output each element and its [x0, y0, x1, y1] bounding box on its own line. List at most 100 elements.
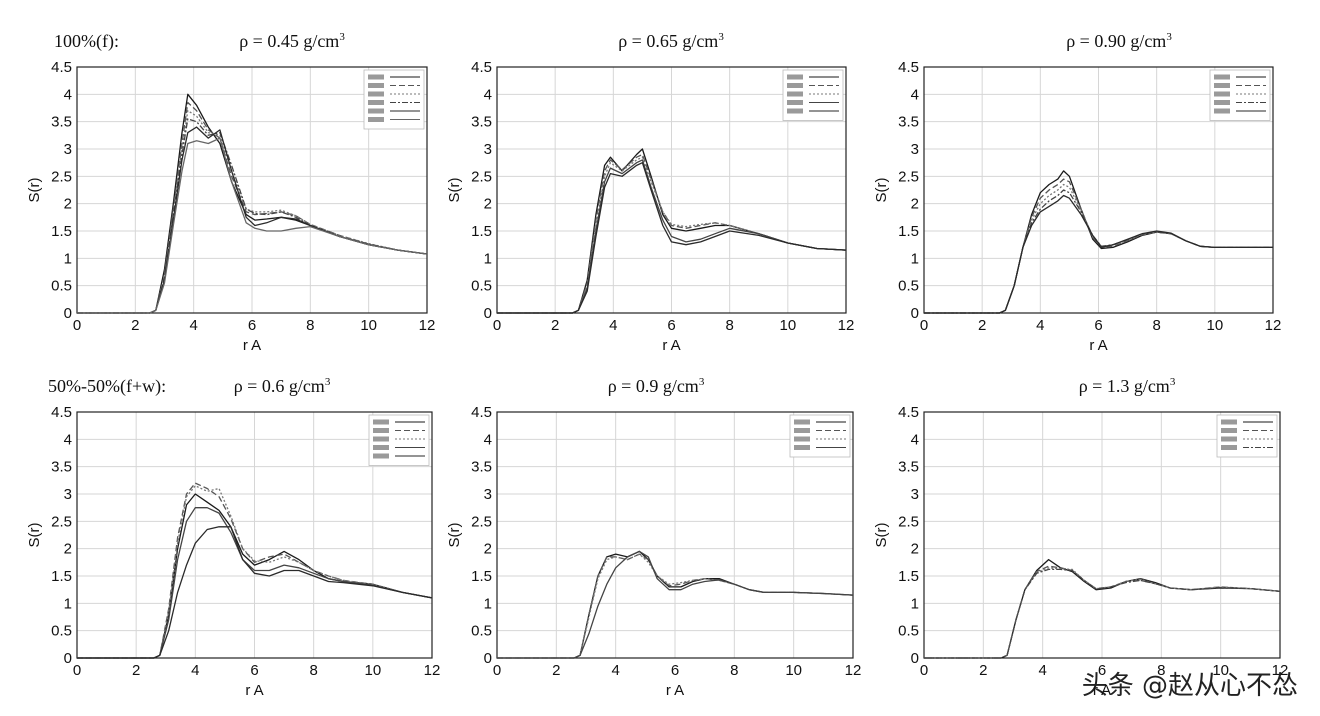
y-tick-label: 4.5 [898, 59, 919, 76]
x-tick-label: 6 [667, 317, 675, 334]
x-tick-label: 2 [132, 662, 140, 679]
y-tick-label: 1.5 [898, 223, 919, 240]
legend-entry-label [373, 428, 389, 433]
legend [363, 69, 425, 130]
y-tick-label: 0 [911, 650, 919, 667]
legend-entry-label [368, 91, 384, 97]
y-tick-label: 2.5 [898, 513, 919, 530]
panel-1-plot: 0 2 4 6 8 10 12 0 0.5 1 1.5 2 2.5 3 3.5 4 4.5 r A S(r) [26, 59, 436, 354]
legend-entry-label [787, 74, 803, 80]
x-tick-label: 6 [250, 662, 258, 679]
legend-entry-label [794, 436, 810, 442]
y-tick-label: 3 [64, 486, 72, 503]
legend-entry-label [1214, 83, 1230, 88]
legend-entry-label [1214, 108, 1230, 114]
x-tick-label: 2 [131, 317, 139, 334]
x-tick-label: 0 [493, 317, 501, 334]
x-tick-label: 4 [189, 317, 197, 334]
legend-entry-label [368, 117, 384, 122]
legend [789, 414, 851, 458]
series-line-4 [924, 568, 1281, 659]
legend [782, 69, 844, 121]
plot-frame [76, 66, 428, 314]
y-tick-label: 0.5 [471, 278, 492, 295]
x-tick-label: 0 [73, 662, 81, 679]
x-tick-label: 12 [424, 662, 441, 679]
x-tick-label: 6 [248, 317, 256, 334]
y-axis-label: S(r) [446, 523, 463, 548]
legend-entry-label [787, 83, 803, 88]
y-axis-label: S(r) [26, 178, 43, 203]
panel-3-plot: 0 2 4 6 8 10 12 0 0.5 1 1.5 2 2.5 3 3.5 4 4.5 r A S(r) [873, 59, 1282, 354]
y-tick-label: 1 [911, 595, 919, 612]
y-tick-label: 3 [911, 141, 919, 158]
legend-entry-label [1214, 74, 1230, 80]
legend-entry-label [1221, 436, 1237, 442]
x-tick-label: 8 [725, 317, 733, 334]
x-tick-label: 0 [73, 317, 81, 334]
plot-frame [496, 411, 854, 659]
y-tick-label: 4 [911, 431, 919, 448]
y-tick-label: 4 [64, 86, 72, 103]
x-tick-label: 8 [730, 662, 738, 679]
legend-entry-label [1214, 100, 1230, 105]
y-tick-label: 3.5 [51, 459, 72, 476]
panel-3-title: ρ = 0.90 g/cm3 [1066, 31, 1172, 51]
series-line-6 [77, 137, 428, 314]
x-tick-label: 4 [191, 662, 199, 679]
plot-frame [923, 411, 1281, 659]
x-tick-label: 4 [611, 662, 619, 679]
y-tick-label: 4 [64, 431, 72, 448]
legend-entry-label [794, 445, 810, 450]
x-axis-label: r A [1093, 682, 1111, 699]
x-tick-label: 12 [419, 317, 436, 334]
x-tick-label: 12 [1265, 317, 1282, 334]
x-axis-label: r A [666, 682, 684, 699]
y-tick-label: 0.5 [51, 623, 72, 640]
y-tick-label: 0 [64, 650, 72, 667]
y-tick-label: 1.5 [51, 223, 72, 240]
row-label-fuel-water-mix: 50%-50%(f+w): [48, 376, 167, 396]
y-tick-label: 2 [911, 541, 919, 558]
panel-5-plot: 0 2 4 6 8 10 12 0 0.5 1 1.5 2 2.5 3 3.5 4 4.5 r A S(r) [446, 404, 861, 699]
x-tick-label: 2 [978, 317, 986, 334]
y-tick-label: 1.5 [471, 223, 492, 240]
series-line-3 [77, 485, 433, 659]
panel-6-plot: 0 2 4 6 8 10 12 0 0.5 1 1.5 2 2.5 3 3.5 4 4.5 r A S(r) [873, 404, 1288, 699]
x-tick-label: 4 [609, 317, 617, 334]
legend [1209, 69, 1271, 121]
legend-entry-label [368, 108, 384, 114]
y-tick-label: 4.5 [471, 404, 492, 421]
series-line-5 [497, 162, 847, 314]
y-tick-label: 1.5 [471, 568, 492, 585]
x-tick-label: 8 [306, 317, 314, 334]
legend-entry-label [787, 108, 803, 114]
y-tick-label: 2 [484, 541, 492, 558]
x-tick-label: 6 [1098, 662, 1106, 679]
y-tick-label: 3 [64, 141, 72, 158]
y-tick-label: 3.5 [471, 459, 492, 476]
legend-entry-label [787, 91, 803, 97]
panel-4-title: ρ = 0.6 g/cm3 [233, 376, 331, 396]
y-tick-label: 1 [484, 595, 492, 612]
series-line-5 [924, 194, 1273, 314]
y-tick-label: 1.5 [51, 568, 72, 585]
y-tick-label: 3.5 [898, 114, 919, 131]
y-tick-label: 3.5 [471, 114, 492, 131]
y-tick-label: 2.5 [471, 513, 492, 530]
x-tick-label: 0 [920, 662, 928, 679]
x-tick-label: 6 [1094, 317, 1102, 334]
legend-entry-label [1221, 445, 1237, 450]
row-label-pure-fuel: 100%(f): [54, 31, 119, 51]
legend-entry-label [1221, 428, 1237, 433]
x-tick-label: 10 [785, 662, 802, 679]
series-line-3 [497, 553, 854, 659]
y-axis-label: S(r) [873, 523, 890, 548]
panel-2-plot: 0 2 4 6 8 10 12 0 0.5 1 1.5 2 2.5 3 3.5 4 4.5 r A S(r) [446, 59, 855, 354]
y-tick-label: 0 [484, 305, 492, 322]
y-tick-label: 3.5 [51, 114, 72, 131]
y-axis-label: S(r) [26, 523, 43, 548]
legend-entry-label [373, 419, 389, 425]
x-tick-label: 12 [838, 317, 855, 334]
y-axis-label: S(r) [446, 178, 463, 203]
